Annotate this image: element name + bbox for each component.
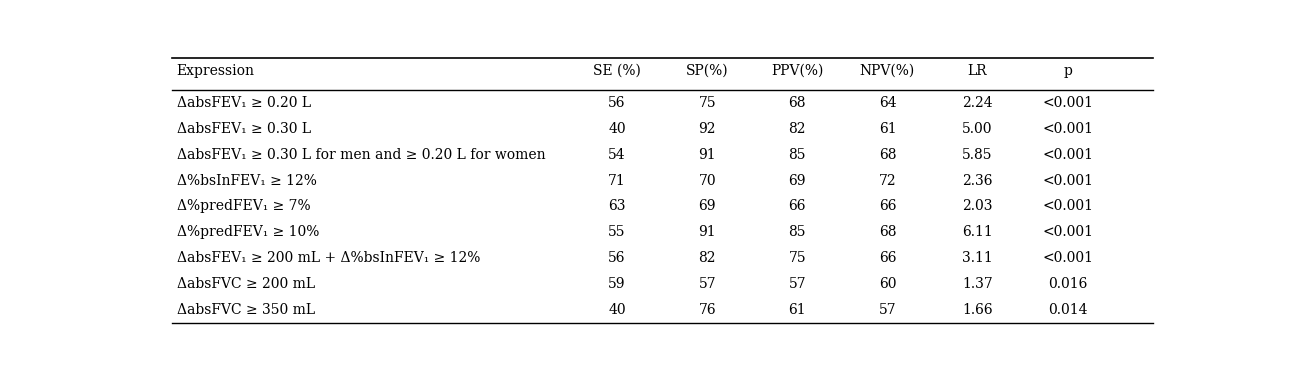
Text: Expression: Expression [177, 64, 255, 78]
Text: 61: 61 [788, 303, 806, 317]
Text: 56: 56 [609, 251, 625, 265]
Text: 2.03: 2.03 [963, 199, 992, 214]
Text: 40: 40 [609, 122, 625, 136]
Text: 68: 68 [879, 148, 897, 162]
Text: <0.001: <0.001 [1043, 148, 1093, 162]
Text: 85: 85 [788, 225, 806, 240]
Text: PPV(%): PPV(%) [771, 64, 823, 78]
Text: 82: 82 [699, 251, 716, 265]
Text: 57: 57 [788, 277, 806, 291]
Text: NPV(%): NPV(%) [859, 64, 915, 78]
Text: 68: 68 [788, 96, 806, 110]
Text: 2.36: 2.36 [963, 173, 992, 188]
Text: 69: 69 [699, 199, 716, 214]
Text: <0.001: <0.001 [1043, 173, 1093, 188]
Text: p: p [1063, 64, 1072, 78]
Text: ΔabsFEV₁ ≥ 0.30 L for men and ≥ 0.20 L for women: ΔabsFEV₁ ≥ 0.30 L for men and ≥ 0.20 L f… [177, 148, 545, 162]
Text: 0.016: 0.016 [1048, 277, 1088, 291]
Text: 6.11: 6.11 [963, 225, 994, 240]
Text: 56: 56 [609, 96, 625, 110]
Text: 5.85: 5.85 [963, 148, 992, 162]
Text: 1.66: 1.66 [963, 303, 992, 317]
Text: 66: 66 [879, 199, 897, 214]
Text: 76: 76 [699, 303, 716, 317]
Text: 66: 66 [879, 251, 897, 265]
Text: <0.001: <0.001 [1043, 251, 1093, 265]
Text: ΔabsFEV₁ ≥ 200 mL + Δ%bsInFEV₁ ≥ 12%: ΔabsFEV₁ ≥ 200 mL + Δ%bsInFEV₁ ≥ 12% [177, 251, 479, 265]
Text: 66: 66 [788, 199, 806, 214]
Text: 5.00: 5.00 [963, 122, 992, 136]
Text: 82: 82 [788, 122, 806, 136]
Text: Δ%predFEV₁ ≥ 7%: Δ%predFEV₁ ≥ 7% [177, 199, 310, 214]
Text: SP(%): SP(%) [686, 64, 729, 78]
Text: 75: 75 [788, 251, 806, 265]
Text: 69: 69 [788, 173, 806, 188]
Text: 71: 71 [609, 173, 625, 188]
Text: 55: 55 [609, 225, 625, 240]
Text: SE (%): SE (%) [593, 64, 641, 78]
Text: ΔabsFEV₁ ≥ 0.30 L: ΔabsFEV₁ ≥ 0.30 L [177, 122, 310, 136]
Text: 54: 54 [609, 148, 625, 162]
Text: 68: 68 [879, 225, 897, 240]
Text: <0.001: <0.001 [1043, 96, 1093, 110]
Text: 0.014: 0.014 [1048, 303, 1088, 317]
Text: LR: LR [968, 64, 987, 78]
Text: 72: 72 [879, 173, 897, 188]
Text: 60: 60 [879, 277, 897, 291]
Text: 2.24: 2.24 [963, 96, 992, 110]
Text: 57: 57 [879, 303, 897, 317]
Text: 92: 92 [699, 122, 716, 136]
Text: ΔabsFVC ≥ 350 mL: ΔabsFVC ≥ 350 mL [177, 303, 315, 317]
Text: 3.11: 3.11 [963, 251, 994, 265]
Text: 57: 57 [699, 277, 716, 291]
Text: 59: 59 [609, 277, 625, 291]
Text: Δ%predFEV₁ ≥ 10%: Δ%predFEV₁ ≥ 10% [177, 225, 319, 240]
Text: 1.37: 1.37 [963, 277, 994, 291]
Text: 91: 91 [699, 225, 716, 240]
Text: ΔabsFEV₁ ≥ 0.20 L: ΔabsFEV₁ ≥ 0.20 L [177, 96, 310, 110]
Text: Δ%bsInFEV₁ ≥ 12%: Δ%bsInFEV₁ ≥ 12% [177, 173, 317, 188]
Text: 91: 91 [699, 148, 716, 162]
Text: 70: 70 [699, 173, 716, 188]
Text: 40: 40 [609, 303, 625, 317]
Text: ΔabsFVC ≥ 200 mL: ΔabsFVC ≥ 200 mL [177, 277, 315, 291]
Text: 61: 61 [879, 122, 897, 136]
Text: <0.001: <0.001 [1043, 199, 1093, 214]
Text: 75: 75 [699, 96, 716, 110]
Text: <0.001: <0.001 [1043, 225, 1093, 240]
Text: <0.001: <0.001 [1043, 122, 1093, 136]
Text: 85: 85 [788, 148, 806, 162]
Text: 63: 63 [609, 199, 625, 214]
Text: 64: 64 [879, 96, 897, 110]
